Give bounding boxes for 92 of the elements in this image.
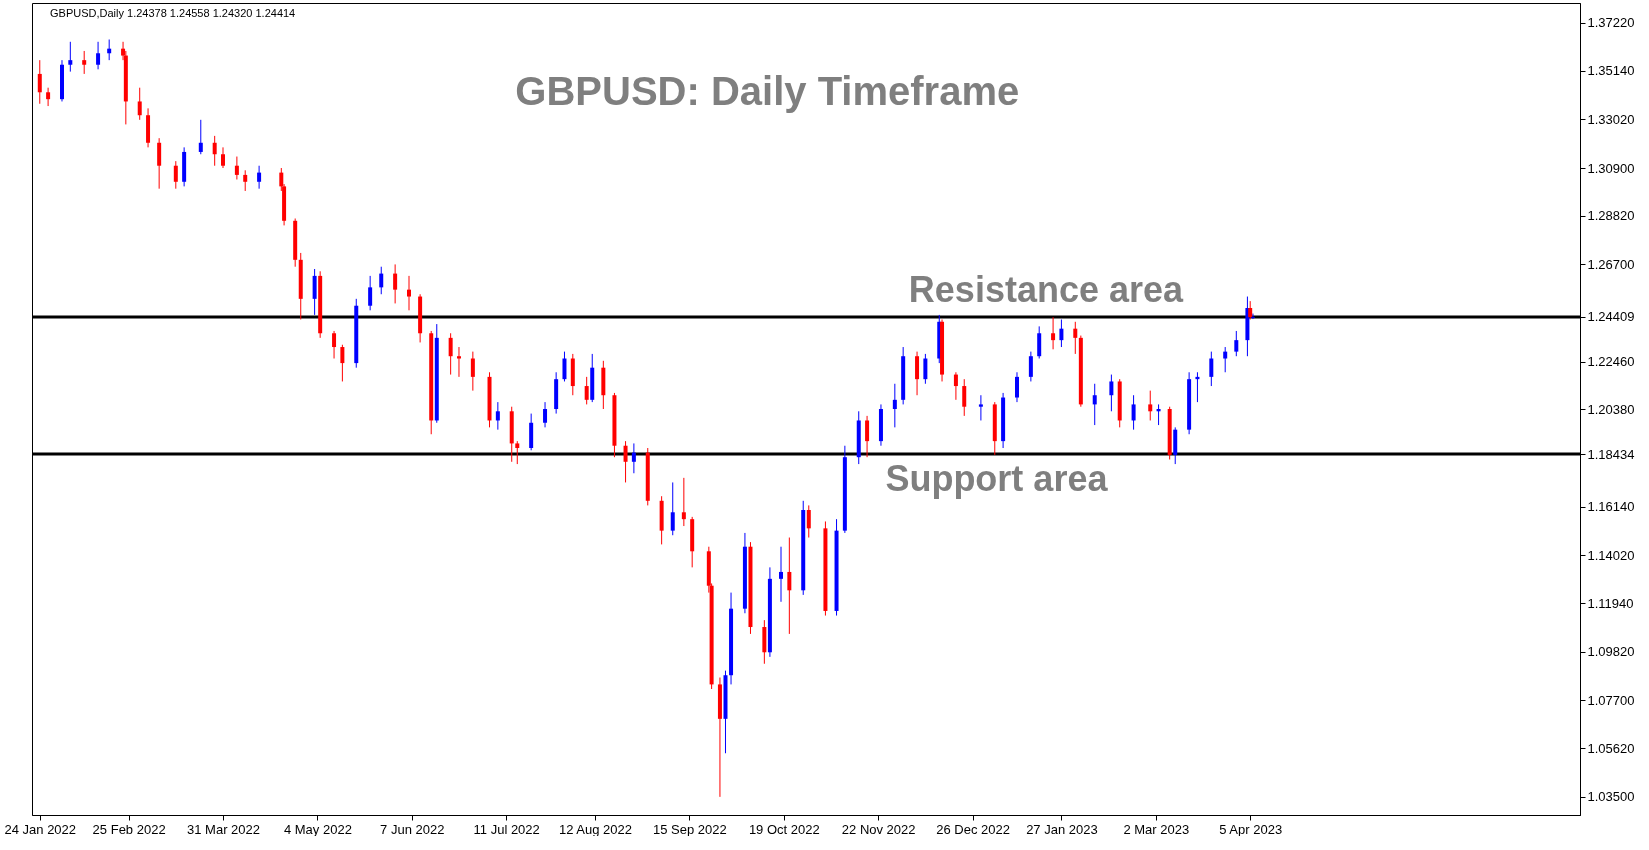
candlestick [670,481,675,536]
candlestick [1073,321,1078,355]
candlestick [1148,390,1153,421]
candlestick [96,41,101,70]
y-tick-label: 1.03500 [1587,789,1635,805]
candlestick [584,376,589,405]
candlestick [1209,351,1214,387]
candlestick [1092,383,1097,426]
x-tick-label: 25 Feb 2022 [92,821,166,837]
candlestick [865,415,870,458]
x-tick-label: 31 Mar 2022 [187,821,260,837]
candlestick [681,477,686,527]
y-tick-label: 1.35140 [1587,63,1635,79]
candlestick [46,87,51,107]
y-tick-label: 1.28820 [1587,208,1635,224]
x-tick-label: 15 Sep 2022 [653,821,727,837]
x-tick-label: 12 Aug 2022 [559,821,633,837]
x-tick-label: 2 Mar 2023 [1123,821,1190,837]
candlestick [1250,313,1255,320]
candlestick [448,332,453,376]
candlestick [257,165,262,190]
y-tick-label: 1.07700 [1587,692,1635,708]
candlestick [1014,371,1019,403]
x-tick-label: 19 Oct 2022 [748,821,820,837]
candlestick [779,546,784,603]
candlestick [1037,325,1042,360]
candlestick [332,330,337,360]
candlestick [1234,330,1239,357]
x-tick-label: 11 Jul 2022 [473,821,540,837]
text: GBPUSD: Daily Timeframe [515,69,1020,113]
x-tick-label: 7 Jun 2022 [380,821,445,837]
y-tick-label: 1.09820 [1587,644,1635,660]
candlestick [562,351,567,382]
candlestick [495,401,500,431]
candlestick [623,440,628,483]
candlestick [1059,318,1064,348]
y-tick-label: 1.11940 [1587,595,1634,611]
candlestick [1028,351,1033,382]
y-tick-label: 1.30900 [1587,160,1635,176]
x-tick-label: 27 Jan 2023 [1026,821,1098,837]
y-tick-label: 1.18434 [1587,446,1635,462]
candlestick [137,87,142,121]
candlestick [37,59,42,105]
y-tick-label: 1.16140 [1587,499,1635,515]
x-tick-label: 4 May 2022 [283,821,352,837]
y-tick-label: 1.24409 [1587,309,1635,325]
candlestick [787,537,792,635]
candlestick [407,275,412,311]
candlestick [456,346,461,378]
candlestick [368,275,373,311]
x-tick-label: 26 Dec 2022 [936,821,1010,837]
candlestick [962,378,967,417]
candlestick [1131,394,1136,431]
candlestick [68,41,73,73]
candlestick [806,504,811,539]
candlestick [470,351,475,392]
candlestick [173,160,178,190]
candlestick [515,440,520,465]
candlestick [543,401,548,428]
candlestick [340,344,345,382]
candlestick [243,169,248,192]
candlestick [234,156,239,180]
candlestick [953,371,958,401]
ref-line-label: Resistance area [908,268,1185,310]
x-tick-label: 24 Jan 2022 [4,821,77,837]
candlestick [1223,346,1228,373]
candlestick [379,266,384,295]
y-tick-label: 1.33020 [1587,111,1635,127]
candlestick [978,394,983,421]
candlestick [915,351,920,396]
candlestick [212,135,217,167]
candlestick [923,353,928,385]
annotation: GBPUSD,Daily 1.24378 1.24558 1.24320 1.24414 [50,7,296,19]
candlestick [312,268,317,316]
candlestick [393,263,398,304]
candlestick [1051,316,1056,350]
candlestick [221,146,225,169]
y-tick-label: 1.20380 [1587,401,1635,417]
y-tick-label: 1.22460 [1587,354,1635,370]
y-tick-label: 1.14020 [1587,547,1635,563]
y-tick-label: 1.05620 [1587,740,1635,756]
y-tick-label: 1.26700 [1587,256,1635,272]
candlestick [82,50,87,75]
x-tick-label: 22 Nov 2022 [841,821,916,837]
candlestick [157,137,162,190]
x-tick-label: 5 Apr 2023 [1219,821,1283,837]
y-tick-label: 1.37220 [1587,15,1635,31]
candlestick [631,442,636,474]
ref-line-label: Support area [885,458,1109,500]
candlestick [892,383,897,428]
candlestick [198,119,203,155]
candlestick [1109,374,1114,412]
